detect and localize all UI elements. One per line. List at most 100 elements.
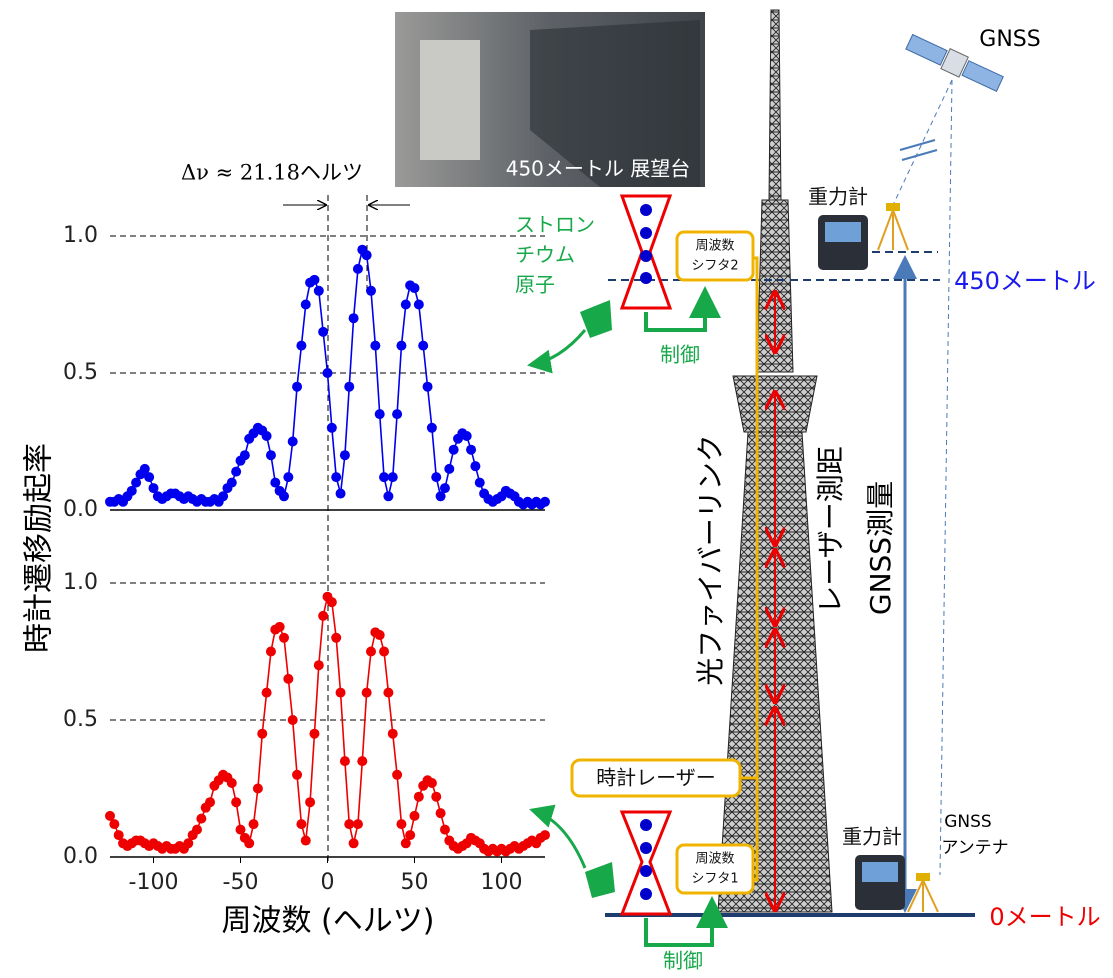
data-point [540,830,550,841]
data-point [426,778,437,789]
y-tick-label: 1.0 [63,570,98,595]
data-point [231,797,242,808]
data-point [431,791,442,802]
clock-laser-label: 時計レーザー [596,766,716,790]
data-point [235,824,246,835]
data-point [270,477,281,488]
data-point [413,791,424,802]
signal-arrow [529,804,587,869]
signal-arrow [527,329,587,374]
data-point [400,299,411,310]
photo-window [530,20,700,187]
data-point [357,756,368,767]
data-point [287,715,298,725]
data-point [296,819,307,830]
data-point [139,463,150,474]
data-point [218,491,229,502]
data-point [379,646,390,657]
x-tick-label: 0 [321,870,335,895]
data-point [113,830,124,841]
y-tick-label: 0.5 [63,360,98,385]
data-point [279,491,289,502]
data-point [257,728,268,739]
height-label: 450メートル [954,267,1096,295]
data-point [283,673,294,684]
data-point [361,250,372,261]
data-point [370,340,381,351]
data-point [231,466,242,477]
detector [580,300,612,338]
data-point [405,830,416,841]
data-point [331,632,342,643]
gnss-signal [939,79,953,876]
data-point [374,630,385,641]
atoms-label: ストロン [515,213,595,237]
satellite-label: GNSS [979,27,1040,52]
gnss-signal [892,79,953,206]
antenna-label: アンテナ [941,838,1008,858]
data-point [105,810,115,821]
shifter-label: 周波数 [695,239,734,254]
gravimeter-label: 重力計 [808,185,868,209]
data-point [183,838,194,849]
shifter-label: 周波数 [695,852,734,867]
data-point [383,491,394,502]
data-point [466,444,477,455]
data-point [252,783,263,794]
data-point [474,477,485,488]
data-point [387,728,398,739]
data-point [279,632,289,643]
data-point [131,477,142,488]
data-point [439,483,450,494]
gravimeter-label: 重力計 [842,825,902,849]
antenna-label: GNSS [944,812,991,832]
diagram: 450メートル 展望台 GNSS 周波数 シフタ2 周波数 シフタ1 時計レーザ… [395,9,1101,973]
survey-label: GNSS測量 [864,481,897,615]
data-point [435,491,446,502]
shifter-box [675,843,755,895]
data-point [318,610,329,621]
data-point [444,463,455,474]
data-point [374,409,385,420]
data-point [318,326,329,337]
data-point [331,472,342,483]
fiber-label: 光ファイバーリンク [694,434,727,685]
data-point [366,285,376,296]
data-point [348,838,359,849]
data-point [226,778,237,789]
data-point [248,819,259,830]
data-point [196,813,207,824]
data-point [352,819,363,830]
data-point [392,409,403,420]
data-point [296,340,307,351]
detector [585,862,615,898]
data-point [383,687,394,698]
photo-wall [420,40,480,160]
data-point [339,450,350,461]
atoms-label: 原子 [515,273,555,297]
tripod [877,209,909,251]
signal-mark [901,149,938,161]
shifter-label: シフタ1 [691,872,738,887]
data-point [261,687,272,698]
data-point [261,431,272,442]
data-point [392,769,403,780]
data-point [366,646,376,657]
data-point [540,496,550,507]
data-point [292,769,303,780]
data-point [292,381,303,392]
data-point [283,472,294,483]
data-point [448,444,459,455]
data-point [352,263,363,274]
data-point [309,274,320,285]
data-point [265,646,276,657]
data-point [313,285,324,296]
control-label: 制御 [660,343,700,367]
data-point [300,835,311,846]
x-tick-label: -50 [223,870,259,895]
shifter-box [675,230,755,282]
data-point [461,431,472,442]
y-tick-label: 0.0 [63,497,98,522]
atom-trap [619,810,673,916]
y-tick-label: 1.0 [63,223,98,248]
